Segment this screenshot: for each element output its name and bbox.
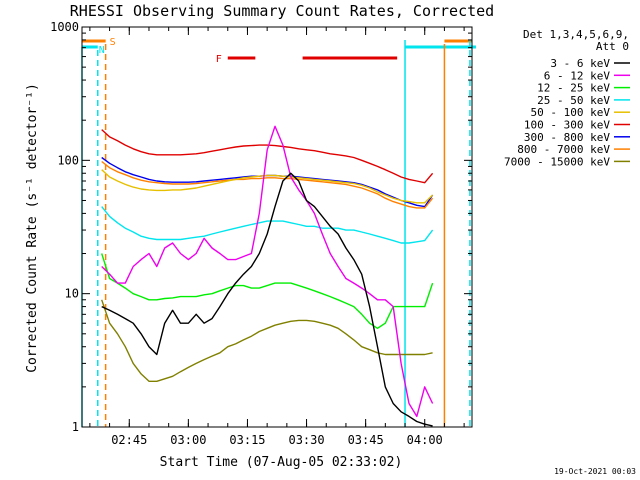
y-tick-label-3: 1000 [50, 20, 79, 34]
legend-label-2: 12 - 25 keV [537, 82, 610, 95]
legend-label-5: 100 - 300 keV [524, 119, 610, 132]
series-line-2 [101, 253, 434, 329]
plot-frame [81, 26, 473, 428]
series-line-5 [101, 129, 434, 184]
y-tick-label-1: 10 [65, 287, 79, 301]
y-tick-label-0: 1 [72, 420, 79, 434]
x-axis-label: Start Time (07-Aug-05 02:33:02) [160, 455, 403, 470]
series-line-7 [101, 160, 434, 209]
generation-timestamp: 19-Oct-2021 00:03 [554, 467, 636, 476]
axes: 1 10 100 1000 02:45 03:00 03:15 03:30 03:45 04:00 [50, 20, 473, 447]
legend-label-7: 800 - 7000 keV [517, 143, 610, 156]
series-line-1 [101, 125, 434, 418]
legend-label-1: 6 - 12 keV [544, 69, 611, 82]
y-axis-label: Corrected Count Rate (s⁻¹ detector⁻¹) [25, 83, 40, 373]
legend-header-attenuator: Att 0 [596, 40, 629, 53]
plot-area: SN F [81, 37, 476, 427]
x-tick-label-2: 03:15 [229, 433, 265, 447]
x-tick-label-5: 04:00 [407, 433, 443, 447]
series-line-8 [101, 299, 433, 382]
night-flag-label: N [99, 45, 105, 56]
legend-label-3: 25 - 50 keV [537, 94, 610, 107]
legend-label-8: 7000 - 15000 keV [504, 155, 610, 168]
legend-label-6: 300 - 800 keV [524, 131, 610, 144]
legend-header-detectors: Det 1,3,4,5,6,9, [523, 28, 629, 41]
x-tick-label-4: 03:45 [348, 433, 384, 447]
flare-flag-label: F [216, 54, 222, 65]
x-tick-label-1: 03:00 [170, 433, 206, 447]
x-tick-label-3: 03:30 [288, 433, 324, 447]
y-tick-label-2: 100 [57, 153, 79, 167]
series-line-0 [101, 172, 433, 427]
series-line-3 [101, 206, 434, 244]
saa-flag-label: S [110, 37, 116, 48]
legend-label-4: 50 - 100 keV [531, 106, 611, 119]
chart-title: RHESSI Observing Summary Count Rates, Co… [70, 2, 494, 20]
series-line-4 [101, 169, 434, 204]
x-tick-label-0: 02:45 [111, 433, 147, 447]
legend-label-0: 3 - 6 keV [550, 57, 610, 70]
